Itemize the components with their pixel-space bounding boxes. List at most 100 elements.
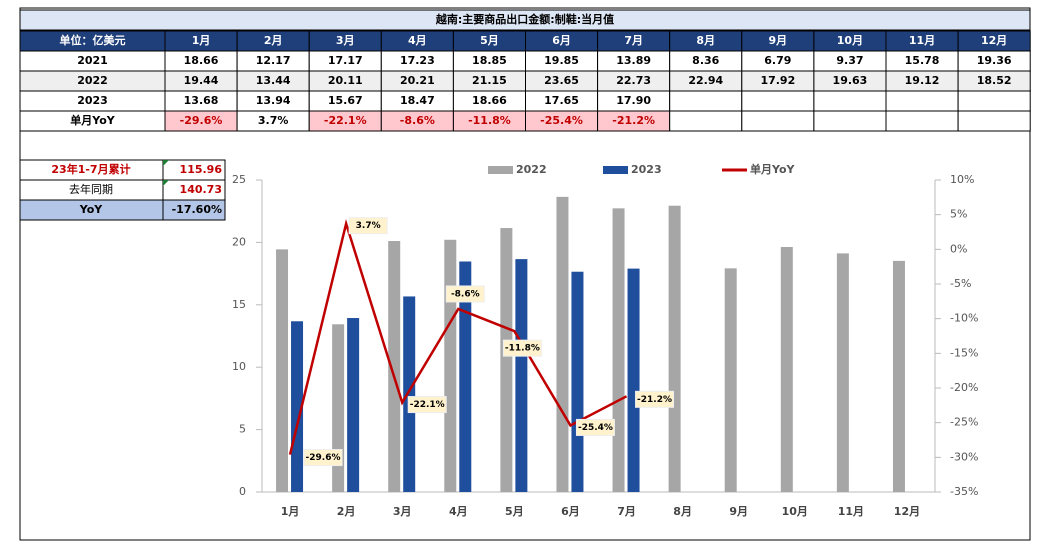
cell-text: 18.52 <box>977 74 1012 87</box>
cell <box>957 90 1031 112</box>
y2-tick-label: -10% <box>950 312 978 325</box>
data-label: -11.8% <box>505 344 540 354</box>
bar <box>444 239 457 492</box>
data-label-box <box>635 390 675 408</box>
cell-text: 18.66 <box>184 54 219 67</box>
cell-text: 3.7% <box>258 114 289 127</box>
cell-text: 19.36 <box>977 54 1012 67</box>
y-tick-label: 5 <box>239 423 246 436</box>
cell-text: 19.12 <box>905 74 940 87</box>
cell-text: 13.68 <box>184 94 219 107</box>
cell-text: 8.36 <box>692 54 719 67</box>
cell-text: 22.73 <box>616 74 651 87</box>
cell-text: 17.92 <box>760 74 795 87</box>
x-tick-label: 5月 <box>505 505 524 518</box>
summary-label: 23年1-7月累计 <box>51 162 130 176</box>
summary-value: 115.96 <box>180 163 223 176</box>
summary-label: 去年同期 <box>69 182 113 196</box>
cell-text: 17.23 <box>400 54 435 67</box>
y2-tick-label: 10% <box>950 173 974 186</box>
cell-text: -25.4% <box>540 114 583 127</box>
x-tick-label: 1月 <box>281 505 300 518</box>
x-tick-label: 10月 <box>782 505 808 518</box>
cell-text: -8.6% <box>400 114 435 127</box>
cell-flag <box>163 180 169 186</box>
header-text: 7月 <box>624 34 643 47</box>
data-label-box <box>407 396 447 414</box>
summary-value: 140.73 <box>180 183 222 196</box>
x-tick-label: 6月 <box>561 505 580 518</box>
cell-text: 15.78 <box>905 54 940 67</box>
cell-text: 2022 <box>77 74 108 87</box>
header-text: 5月 <box>480 34 499 47</box>
cell-text: 17.17 <box>328 54 363 67</box>
data-label: -8.6% <box>451 289 480 299</box>
x-tick-label: 12月 <box>894 505 920 518</box>
cell-text: 17.90 <box>616 94 651 107</box>
cell <box>885 90 959 112</box>
y2-tick-label: -15% <box>950 346 978 359</box>
header-text: 8月 <box>696 34 715 47</box>
cell <box>741 90 815 112</box>
bar <box>724 268 737 492</box>
cell-text: 13.89 <box>616 54 651 67</box>
legend-swatch <box>603 166 628 174</box>
header-text: 4月 <box>408 34 427 47</box>
cell-text: 12.17 <box>256 54 291 67</box>
bar <box>291 321 304 492</box>
data-label-box <box>348 217 388 235</box>
y2-tick-label: -30% <box>950 450 978 463</box>
cell-text: -22.1% <box>324 114 367 127</box>
cell-text: 13.94 <box>256 94 291 107</box>
data-label-box <box>575 418 615 436</box>
bar <box>668 205 681 492</box>
header-text: 9月 <box>769 34 788 47</box>
cell-text: 18.47 <box>400 94 435 107</box>
bar <box>332 324 345 492</box>
bar <box>612 208 625 493</box>
y2-tick-label: 5% <box>950 208 967 221</box>
header-text: 3月 <box>336 34 355 47</box>
header-text: 6月 <box>552 34 571 47</box>
header-text: 单位：亿美元 <box>60 33 126 47</box>
x-tick-label: 9月 <box>729 505 748 518</box>
header-text: 12月 <box>981 34 1007 47</box>
cell-text: 19.63 <box>833 74 868 87</box>
cell-text: 9.37 <box>836 54 863 67</box>
legend-label: 单月YoY <box>750 162 796 176</box>
x-tick-label: 7月 <box>617 505 636 518</box>
bar <box>347 318 360 492</box>
x-tick-label: 3月 <box>393 505 412 518</box>
y2-tick-label: -20% <box>950 381 978 394</box>
cell-text: 21.15 <box>472 74 507 87</box>
data-label: -29.6% <box>306 453 341 463</box>
cell-text: 23.65 <box>544 74 579 87</box>
bar <box>515 259 528 492</box>
summary-label: YoY <box>79 203 104 216</box>
header-text: 1月 <box>192 34 211 47</box>
cell-text: 单月YoY <box>70 113 116 127</box>
header-text: 11月 <box>909 34 935 47</box>
bar <box>403 296 416 492</box>
y-tick-label: 0 <box>239 485 246 498</box>
x-tick-label: 4月 <box>449 505 468 518</box>
x-tick-label: 8月 <box>673 505 692 518</box>
data-label-box <box>502 339 542 357</box>
cell-text: 2023 <box>77 94 108 107</box>
x-tick-label: 11月 <box>838 505 864 518</box>
data-label: -22.1% <box>410 400 445 410</box>
y2-tick-label: -35% <box>950 485 978 498</box>
cell <box>813 110 887 132</box>
y-tick-label: 20 <box>232 235 246 248</box>
table-title: 越南:主要商品出口金额:制鞋:当月值 <box>435 12 614 26</box>
bar <box>388 241 401 492</box>
header-text: 10月 <box>837 34 863 47</box>
bar <box>571 271 584 492</box>
summary-value: -17.60% <box>172 203 222 216</box>
bar <box>556 196 569 492</box>
data-label: 3.7% <box>356 221 381 231</box>
cell-text: 18.66 <box>472 94 507 107</box>
title-row <box>19 9 1031 31</box>
